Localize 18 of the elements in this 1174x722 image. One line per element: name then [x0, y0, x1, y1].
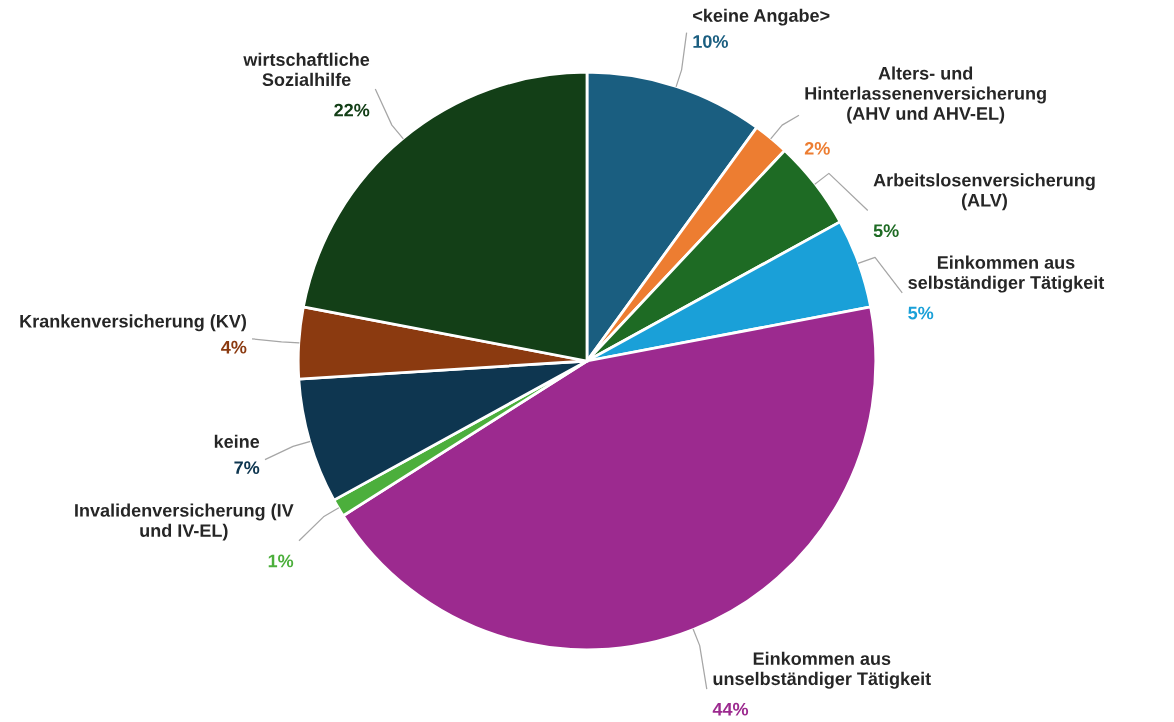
- data-label: 2%: [804, 141, 830, 155]
- data-label: 4%: [221, 340, 247, 354]
- slice-label: Arbeitslosenversicherung (ALV): [873, 173, 1095, 211]
- slice-label: Invalidenversicherung (IV und IV-EL): [75, 503, 294, 541]
- data-label: 10%: [693, 35, 728, 48]
- slice-label: Einkommen aus unselbständiger Tätigkeit: [713, 651, 931, 689]
- data-label: 22%: [334, 103, 370, 117]
- data-label: 44%: [712, 702, 749, 716]
- slice-label: keine: [214, 434, 260, 449]
- slice-label: Einkommen aus selbständiger Tätigkeit: [908, 255, 1105, 293]
- slice-label: <keine Angabe>: [693, 8, 830, 26]
- data-label: 1%: [268, 554, 294, 568]
- data-label: 5%: [908, 306, 934, 320]
- data-label: 5%: [873, 224, 899, 238]
- data-label: 7%: [234, 461, 260, 474]
- slice-label: Alters- und Hinterlassenenversicherung (AHV und AHV-EL): [805, 66, 1046, 124]
- slice-label: wirtschaftliche Sozialhilfe: [243, 52, 370, 87]
- slice-label: Krankenversicherung (KV): [20, 314, 246, 332]
